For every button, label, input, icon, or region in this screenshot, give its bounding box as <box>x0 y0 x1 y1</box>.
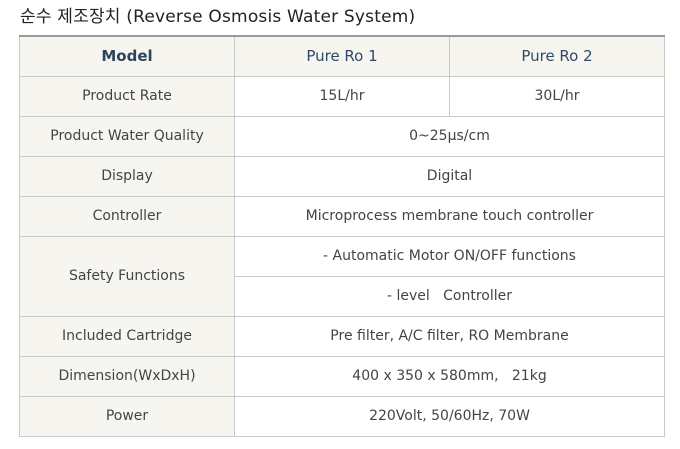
header-row: Model Pure Ro 1 Pure Ro 2 <box>19 35 665 77</box>
value-power: 220Volt, 50/60Hz, 70W <box>234 395 665 437</box>
row-product-rate: Product Rate 15L/hr 30L/hr <box>19 75 665 117</box>
value-controller: Microprocess membrane touch controller <box>234 195 665 237</box>
label-water-quality: Product Water Quality <box>19 115 235 157</box>
label-display: Display <box>19 155 235 197</box>
value-display: Digital <box>234 155 665 197</box>
label-product-rate: Product Rate <box>19 75 235 117</box>
row-dimension: Dimension(WxDxH) 400 x 350 x 580mm, 21kg <box>19 355 665 397</box>
row-controller: Controller Microprocess membrane touch c… <box>19 195 665 237</box>
label-cartridge: Included Cartridge <box>19 315 235 357</box>
row-safety-2: - level Controller <box>20 275 665 317</box>
page-title: 순수 제조장치 (Reverse Osmosis Water System) <box>20 7 416 27</box>
value-water-quality: 0~25μs/cm <box>234 115 665 157</box>
value-safety-level: - level Controller <box>234 275 665 317</box>
row-cartridge: Included Cartridge Pre filter, A/C filte… <box>19 315 665 357</box>
spec-table: Model Pure Ro 1 Pure Ro 2 Product Rate 1… <box>19 35 665 437</box>
label-power: Power <box>19 395 235 437</box>
header-pure-ro-1: Pure Ro 1 <box>234 35 450 77</box>
row-display: Display Digital <box>19 155 665 197</box>
header-pure-ro-2: Pure Ro 2 <box>449 35 665 77</box>
value-product-rate-1: 15L/hr <box>234 75 450 117</box>
label-dimension: Dimension(WxDxH) <box>19 355 235 397</box>
value-cartridge: Pre filter, A/C filter, RO Membrane <box>234 315 665 357</box>
value-safety-motor: - Automatic Motor ON/OFF functions <box>234 235 665 277</box>
row-safety-1: Safety Functions - Automatic Motor ON/OF… <box>19 235 665 317</box>
value-product-rate-2: 30L/hr <box>449 75 665 117</box>
row-power: Power 220Volt, 50/60Hz, 70W <box>19 395 665 437</box>
header-model: Model <box>19 35 235 77</box>
label-safety-functions: Safety Functions <box>19 235 235 317</box>
value-dimension: 400 x 350 x 580mm, 21kg <box>234 355 665 397</box>
label-controller: Controller <box>19 195 235 237</box>
row-water-quality: Product Water Quality 0~25μs/cm <box>19 115 665 157</box>
